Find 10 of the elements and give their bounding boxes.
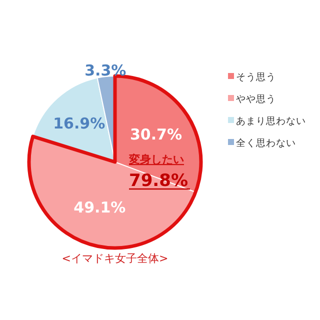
- legend-label: 全く思わない: [236, 137, 296, 149]
- data-label: 49.1%: [74, 198, 126, 217]
- legend-label: やや思う: [236, 94, 276, 105]
- data-label: 3.3%: [84, 62, 126, 80]
- legend-label: そう思う: [236, 72, 276, 83]
- text: <イマドキ女子全体>: [62, 252, 168, 265]
- data-label: 30.7%: [130, 126, 182, 144]
- legend-label: あまり思わない: [236, 116, 306, 127]
- text: 変身したい: [128, 153, 184, 166]
- data-label: 16.9%: [53, 114, 106, 133]
